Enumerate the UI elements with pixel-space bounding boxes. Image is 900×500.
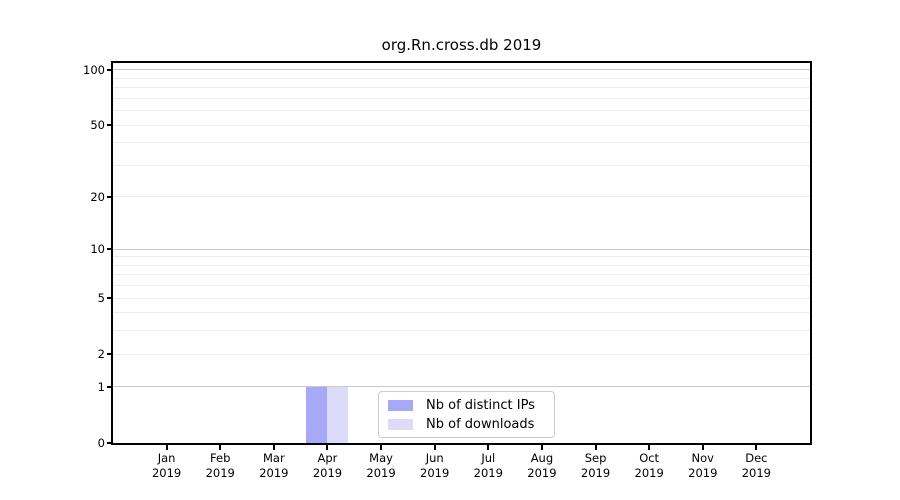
x-tick-label: Feb 2019 (188, 451, 252, 481)
x-tick-label-year: 2019 (151, 466, 182, 480)
gridline-minor (113, 353, 810, 355)
y-tick-label: 100 (83, 62, 105, 77)
x-tick-label-year: 2019 (741, 466, 772, 480)
x-tick-mark (648, 445, 651, 450)
x-tick-label-year: 2019 (473, 466, 503, 480)
x-tick-label: Jul 2019 (456, 451, 520, 481)
x-tick-mark (701, 445, 704, 450)
x-tick-label: Aug 2019 (510, 451, 574, 481)
x-tick-label: Nov 2019 (671, 451, 735, 481)
legend-swatch-distinct-ips (388, 399, 413, 411)
y-tick-label: 5 (97, 291, 105, 306)
gridline-major (113, 69, 810, 71)
x-tick-label-year: 2019 (634, 466, 664, 480)
y-tick-mark (107, 124, 112, 127)
y-tick-mark (107, 68, 112, 71)
gridline-minor (113, 312, 810, 314)
chart-title: org.Rn.cross.db 2019 (381, 36, 542, 54)
x-tick-label-year: 2019 (580, 466, 611, 480)
x-tick-label: Jan 2019 (135, 451, 199, 481)
plot-area (113, 62, 810, 443)
y-tick-label: 1 (97, 379, 105, 394)
axis-spine-bottom (111, 443, 812, 445)
gridline-minor (113, 142, 810, 144)
x-tick-label: Sep 2019 (564, 451, 628, 481)
gridline-minor (113, 330, 810, 332)
x-tick-label-year: 2019 (688, 466, 718, 480)
x-tick-mark (755, 445, 758, 450)
legend-label-downloads: Nb of downloads (426, 416, 535, 432)
axis-spine-right (810, 61, 812, 445)
x-tick-mark (540, 445, 543, 450)
axis-spine-top (111, 61, 812, 63)
x-tick-mark (272, 445, 275, 450)
x-tick-label: Mar 2019 (242, 451, 306, 481)
gridline-minor (113, 285, 810, 287)
y-tick-mark (107, 297, 112, 300)
gridline-minor (113, 87, 810, 89)
x-tick-mark (433, 445, 436, 450)
gridline-minor (113, 297, 810, 299)
y-tick-label: 10 (90, 242, 105, 257)
y-tick-label: 2 (97, 347, 105, 362)
legend-item-distinct-ips: Nb of distinct IPs (388, 398, 545, 413)
legend-swatch-downloads (388, 418, 413, 430)
x-tick-label-year: 2019 (366, 466, 396, 480)
y-tick-label: 50 (90, 118, 105, 133)
x-tick-label-year: 2019 (312, 466, 343, 480)
gridline-minor (113, 274, 810, 276)
x-tick-mark (487, 445, 490, 450)
bar-distinct-ips (306, 386, 328, 443)
x-tick-mark (219, 445, 222, 450)
y-tick-label: 0 (97, 436, 105, 450)
y-tick-label: 20 (90, 189, 105, 204)
y-tick-mark (107, 195, 112, 198)
x-tick-label-year: 2019 (527, 466, 557, 480)
legend-item-downloads: Nb of downloads (388, 417, 545, 432)
y-tick-mark (107, 442, 112, 444)
bar-downloads (327, 386, 349, 443)
gridline-minor (113, 124, 810, 126)
x-tick-mark (326, 445, 329, 450)
x-tick-label-year: 2019 (420, 466, 450, 480)
x-tick-label: Dec 2019 (724, 451, 788, 481)
x-tick-mark (165, 445, 168, 450)
gridline-minor (113, 110, 810, 112)
x-tick-mark (594, 445, 597, 450)
x-tick-label: Oct 2019 (617, 451, 681, 481)
gridline-minor (113, 97, 810, 99)
gridline-major (113, 248, 810, 250)
x-tick-label: Apr 2019 (295, 451, 359, 481)
x-tick-mark (380, 445, 383, 450)
y-tick-mark (107, 248, 112, 251)
gridline-minor (113, 164, 810, 166)
gridline-minor (113, 264, 810, 266)
legend: Nb of distinct IPs Nb of downloads (378, 391, 555, 438)
legend-label-distinct-ips: Nb of distinct IPs (426, 397, 535, 413)
x-tick-label-year: 2019 (205, 466, 235, 480)
x-tick-label: Jun 2019 (403, 451, 467, 481)
gridline-minor (113, 77, 810, 79)
y-tick-mark (107, 353, 112, 356)
gridline-minor (113, 196, 810, 198)
x-tick-label-year: 2019 (259, 466, 289, 480)
gridline-minor (113, 256, 810, 258)
x-tick-label: May 2019 (349, 451, 413, 481)
y-tick-mark (107, 385, 112, 388)
axis-spine-left (111, 61, 113, 445)
gridline-major (113, 386, 810, 388)
